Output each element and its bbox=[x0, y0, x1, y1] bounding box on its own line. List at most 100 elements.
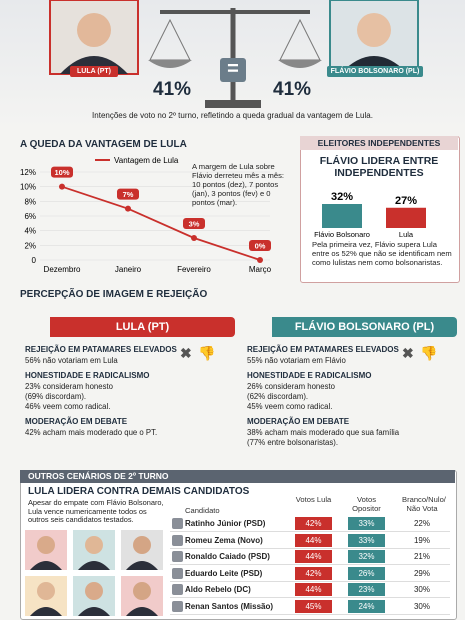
item-line: 55% não votariam em Flávio bbox=[247, 356, 346, 365]
item-line: 42% acham mais moderado que o PT. bbox=[25, 428, 158, 437]
head bbox=[357, 13, 391, 47]
scenarios-title: LULA LIDERA CONTRA DEMAIS CANDIDATOS bbox=[28, 486, 250, 497]
x-tick-label: Janeiro bbox=[115, 265, 142, 274]
x-icon: ✖ bbox=[402, 345, 414, 361]
item-line: 38% acham mais moderado que sua família bbox=[247, 428, 400, 437]
category-label: Flávio Bolsonaro bbox=[314, 230, 370, 239]
scale-base bbox=[205, 100, 261, 108]
table-cell: 21% bbox=[413, 552, 430, 561]
item-line: 46% veem como radical. bbox=[25, 402, 111, 411]
table-cell: 45% bbox=[295, 599, 332, 613]
value-label: 7% bbox=[123, 190, 134, 199]
category-label: Lula bbox=[399, 230, 414, 239]
y-tick-label: 12% bbox=[20, 168, 36, 177]
value-label: 0% bbox=[255, 242, 266, 251]
candidate-name: Eduardo Leite (PSD) bbox=[185, 568, 263, 578]
candidate-name: Renan Santos (Missão) bbox=[185, 601, 274, 611]
bar bbox=[386, 207, 426, 228]
lula-label: LULA (PT) bbox=[70, 66, 118, 77]
y-tick-label: 2% bbox=[24, 241, 36, 250]
item-heading: REJEIÇÃO EM PATAMARES ELEVADOS bbox=[247, 345, 399, 354]
perception-title: PERCEPÇÃO DE IMAGEM E REJEIÇÃO bbox=[20, 289, 208, 300]
scale-pans bbox=[148, 60, 322, 68]
item-heading: MODERAÇÃO EM DEBATE bbox=[25, 417, 128, 426]
item-heading: HONESTIDADE E RADICALISMO bbox=[25, 371, 150, 380]
item-heading: HONESTIDADE E RADICALISMO bbox=[247, 371, 372, 380]
candidate-icon bbox=[172, 567, 183, 579]
candidate-icon bbox=[172, 518, 183, 529]
table-cell: 44% bbox=[295, 533, 332, 547]
item-line: (62% discordam). bbox=[247, 392, 309, 401]
value-label: 27% bbox=[395, 195, 417, 207]
table-cell: 19% bbox=[413, 535, 430, 545]
column-header: Votos Opositor bbox=[352, 495, 381, 513]
equals: = bbox=[227, 58, 239, 80]
legend-label: Vantagem de Lula bbox=[114, 156, 179, 165]
independents-chart: 32% Flávio Bolsonaro 27% Lula bbox=[314, 191, 426, 239]
row-rule bbox=[170, 613, 450, 615]
column-header: Votos Lula bbox=[295, 495, 332, 504]
point bbox=[191, 235, 197, 241]
point bbox=[59, 183, 65, 190]
item-line: 23% consideram honesto bbox=[25, 382, 113, 391]
row-rule bbox=[170, 597, 450, 598]
portrait-grid bbox=[25, 530, 163, 616]
y-tick-label: 0 bbox=[32, 256, 37, 265]
column-header: Candidato bbox=[185, 506, 220, 515]
equals-box bbox=[220, 58, 246, 82]
y-tick-label: 8% bbox=[24, 197, 36, 206]
candidate-name: Ratinho Júnior (PSD) bbox=[185, 519, 266, 528]
candidate-name: Romeu Zema (Novo) bbox=[185, 535, 263, 545]
column-banner: FLÁVIO BOLSONARO (PL) bbox=[272, 317, 457, 337]
candidate-icon bbox=[172, 534, 183, 546]
value-label: 3% bbox=[189, 220, 200, 229]
column-banner: LULA (PT) bbox=[50, 317, 235, 337]
right-value: 41% bbox=[273, 79, 312, 100]
table-cell: 44% bbox=[295, 583, 332, 596]
value-label-bg bbox=[183, 218, 205, 229]
table-cell: 30% bbox=[413, 585, 430, 594]
table-cell: 32% bbox=[348, 550, 385, 563]
item-line: (69% discordam). bbox=[25, 392, 87, 401]
table-cell: 42% bbox=[295, 517, 332, 530]
caption: Intenções de voto no 2º turno, refletind… bbox=[92, 111, 373, 120]
candidate-icon bbox=[172, 551, 183, 562]
item-line: (77% entre bolsonaristas). bbox=[247, 438, 339, 447]
flavio-label: FLÁVIO BOLSONARO (PL) bbox=[327, 66, 423, 77]
x-icon: ✖ bbox=[180, 345, 192, 361]
candidate-icon bbox=[172, 600, 183, 612]
candidate-name: Ronaldo Caiado (PSD) bbox=[185, 552, 270, 561]
x-tick-label: Dezembro bbox=[44, 265, 81, 274]
point bbox=[257, 257, 263, 263]
value-label: 32% bbox=[331, 191, 353, 203]
independents-note: Pela primeira vez, Flávio supera Lula en… bbox=[312, 240, 452, 267]
table-cell: 33% bbox=[348, 533, 385, 547]
scenarios-section: OUTROS CENÁRIOS DE 2º TURNO bbox=[20, 470, 455, 483]
candidate-portraits bbox=[25, 530, 163, 616]
row-rule bbox=[170, 580, 450, 582]
item-heading: MODERAÇÃO EM DEBATE bbox=[247, 417, 350, 426]
x-tick-label: Fevereiro bbox=[177, 265, 211, 274]
left-value: 41% bbox=[153, 79, 192, 100]
item-line: 26% consideram honesto bbox=[247, 382, 335, 391]
candidate-icon bbox=[172, 584, 183, 595]
column-header: Branco/Nulo/ Não Vota bbox=[402, 495, 446, 513]
item-heading: REJEIÇÃO EM PATAMARES ELEVADOS bbox=[25, 345, 177, 354]
bar bbox=[322, 204, 362, 228]
row-rule bbox=[170, 564, 450, 565]
point bbox=[125, 205, 131, 212]
table-cell: 29% bbox=[413, 568, 430, 578]
table-cell: 44% bbox=[295, 550, 332, 563]
head bbox=[77, 13, 111, 47]
table-cell: 23% bbox=[348, 583, 385, 596]
row-rule bbox=[170, 531, 450, 532]
item-line: 56% não votariam em Lula bbox=[25, 356, 118, 365]
value-label-bg bbox=[117, 188, 139, 200]
scenarios-text: Apesar do empate com Flávio Bolsonaro, L… bbox=[28, 498, 164, 524]
table-cell: 26% bbox=[348, 566, 385, 580]
annotation: A margem de Lula sobre Flávio derreteu m… bbox=[192, 162, 285, 207]
table-cell: 24% bbox=[348, 599, 385, 613]
y-tick-label: 6% bbox=[24, 212, 36, 221]
table-cell: 42% bbox=[295, 566, 332, 580]
